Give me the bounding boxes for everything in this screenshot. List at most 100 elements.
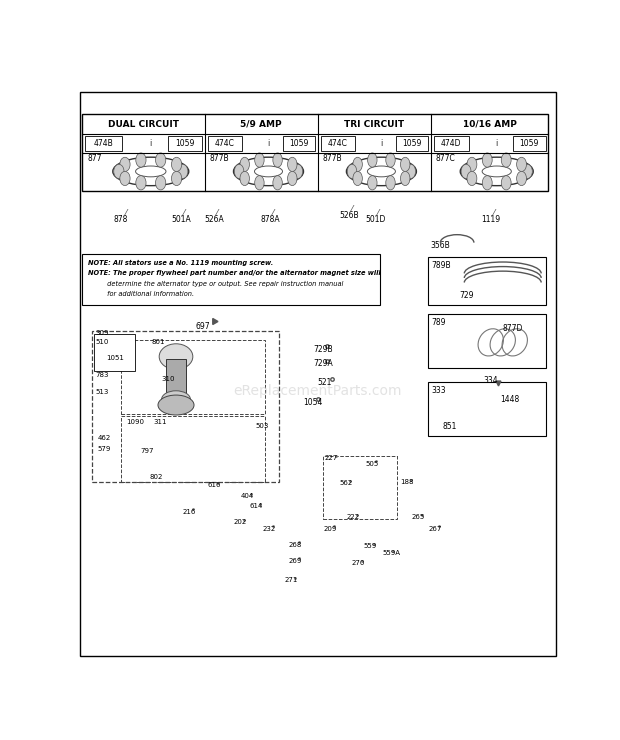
Ellipse shape (240, 172, 249, 186)
Ellipse shape (159, 344, 193, 369)
Text: 404: 404 (241, 493, 254, 500)
Ellipse shape (467, 158, 477, 172)
Text: i: i (267, 139, 269, 148)
Bar (428, 257, 546, 306)
Text: 333: 333 (432, 386, 446, 395)
Bar (396, 136, 428, 151)
Ellipse shape (288, 158, 297, 172)
Ellipse shape (516, 158, 526, 172)
Text: 310: 310 (162, 377, 175, 383)
Bar (121, 417, 265, 482)
Ellipse shape (136, 166, 166, 177)
Text: 474D: 474D (441, 139, 461, 148)
Ellipse shape (386, 153, 395, 167)
Ellipse shape (120, 158, 130, 172)
Bar (283, 136, 315, 151)
Text: 5/9 AMP: 5/9 AMP (241, 120, 282, 129)
Text: eReplacementParts.com: eReplacementParts.com (234, 384, 402, 398)
Bar (82, 115, 548, 192)
Ellipse shape (120, 172, 130, 186)
Bar (513, 136, 546, 151)
Text: 878: 878 (113, 215, 128, 224)
Ellipse shape (482, 166, 512, 177)
Text: ⁄: ⁄ (125, 209, 126, 219)
Bar (321, 136, 355, 151)
Text: 801: 801 (152, 340, 166, 346)
Text: 270: 270 (352, 560, 365, 566)
Bar (428, 383, 546, 437)
Ellipse shape (467, 172, 477, 186)
Ellipse shape (368, 175, 377, 190)
Bar (208, 136, 242, 151)
Text: ⁄: ⁄ (350, 204, 352, 215)
Bar (85, 136, 122, 151)
Text: 729A: 729A (313, 359, 333, 368)
Text: 10/16 AMP: 10/16 AMP (463, 120, 516, 129)
Text: 309: 309 (95, 330, 108, 336)
Text: ⁄: ⁄ (492, 209, 494, 219)
Text: DUAL CIRCUIT: DUAL CIRCUIT (108, 120, 179, 129)
Ellipse shape (406, 164, 415, 178)
Text: 503: 503 (255, 423, 268, 429)
Ellipse shape (353, 158, 362, 172)
Text: 789B: 789B (432, 261, 451, 270)
Ellipse shape (368, 166, 396, 177)
Text: 1448: 1448 (500, 395, 520, 404)
Ellipse shape (401, 172, 410, 186)
Text: 1059: 1059 (175, 139, 195, 148)
Text: i: i (380, 139, 382, 148)
Text: 1051: 1051 (107, 354, 124, 360)
Text: 697: 697 (195, 323, 210, 332)
Ellipse shape (172, 158, 182, 172)
Bar (92, 331, 279, 482)
Text: 271: 271 (284, 577, 298, 583)
Text: 789: 789 (432, 318, 446, 327)
Text: 267: 267 (428, 525, 441, 531)
Text: 501A: 501A (171, 215, 191, 224)
Ellipse shape (177, 164, 188, 178)
Text: 462: 462 (98, 434, 111, 440)
Ellipse shape (482, 175, 492, 190)
Ellipse shape (273, 153, 282, 167)
Ellipse shape (113, 164, 124, 178)
Ellipse shape (502, 153, 511, 167)
Bar (428, 314, 546, 368)
Text: 334: 334 (484, 376, 498, 385)
Text: 559A: 559A (383, 550, 401, 556)
Text: for additional information.: for additional information. (88, 292, 194, 297)
Text: 222: 222 (347, 514, 360, 520)
Text: 501D: 501D (366, 215, 386, 224)
Text: i: i (150, 139, 152, 148)
Text: 474C: 474C (215, 139, 234, 148)
Ellipse shape (288, 172, 297, 186)
Ellipse shape (158, 395, 194, 415)
Text: i: i (495, 139, 498, 148)
Text: 232: 232 (262, 525, 276, 531)
Ellipse shape (255, 175, 264, 190)
Text: 877B: 877B (210, 155, 229, 164)
Text: NOTE: The proper flywheel part number and/or the alternator magnet size will: NOTE: The proper flywheel part number an… (88, 270, 381, 276)
Text: 188: 188 (401, 479, 414, 485)
Text: 227: 227 (325, 455, 338, 461)
Text: determine the alternator type or output. See repair instruction manual: determine the alternator type or output.… (88, 280, 343, 287)
Text: 1119: 1119 (481, 215, 500, 224)
Text: 877: 877 (87, 155, 102, 164)
Bar (322, 457, 397, 519)
Text: 616: 616 (207, 482, 221, 488)
Ellipse shape (156, 175, 166, 190)
Ellipse shape (353, 172, 362, 186)
Ellipse shape (136, 153, 146, 167)
Ellipse shape (502, 175, 511, 190)
Text: 513: 513 (95, 389, 108, 395)
Text: 877C: 877C (435, 155, 455, 164)
Ellipse shape (234, 164, 244, 178)
Text: 783: 783 (95, 371, 108, 378)
Text: 202: 202 (234, 519, 247, 525)
Ellipse shape (347, 164, 356, 178)
Ellipse shape (516, 172, 526, 186)
Text: 1059: 1059 (520, 139, 539, 148)
Text: 474C: 474C (327, 139, 347, 148)
Text: 265: 265 (412, 514, 425, 520)
Text: TRI CIRCUIT: TRI CIRCUIT (344, 120, 404, 129)
Ellipse shape (482, 153, 492, 167)
